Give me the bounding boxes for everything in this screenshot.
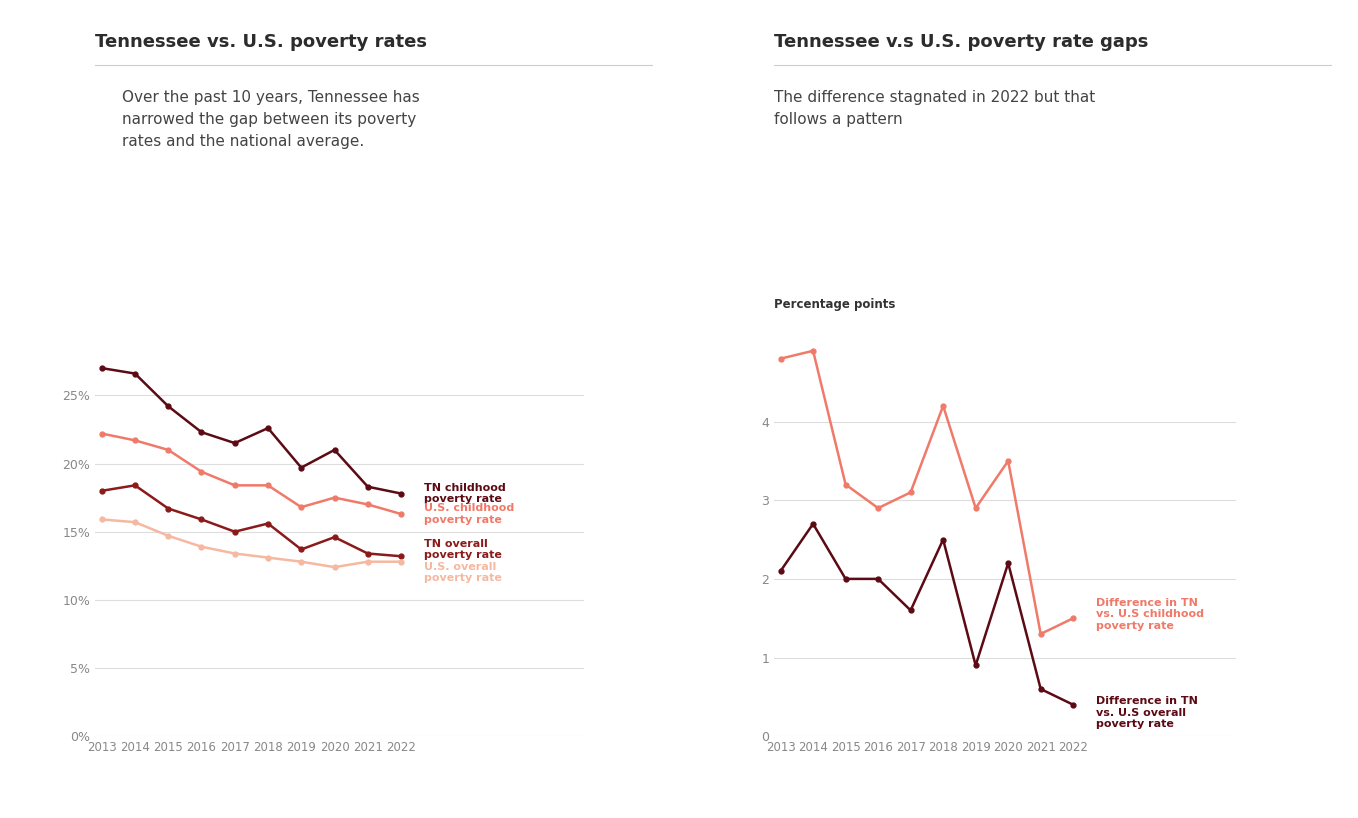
Text: Percentage points: Percentage points (774, 299, 895, 312)
Text: Tennessee v.s U.S. poverty rate gaps: Tennessee v.s U.S. poverty rate gaps (774, 33, 1149, 51)
Text: Difference in TN
vs. U.S childhood
poverty rate: Difference in TN vs. U.S childhood pover… (1096, 598, 1205, 631)
Text: U.S. childhood
poverty rate: U.S. childhood poverty rate (424, 503, 515, 525)
Text: TN overall
poverty rate: TN overall poverty rate (424, 538, 502, 560)
Text: Difference in TN
vs. U.S overall
poverty rate: Difference in TN vs. U.S overall poverty… (1096, 696, 1198, 729)
Text: U.S. overall
poverty rate: U.S. overall poverty rate (424, 562, 502, 583)
Text: Over the past 10 years, Tennessee has
narrowed the gap between its poverty
rates: Over the past 10 years, Tennessee has na… (122, 90, 420, 150)
Text: TN childhood
poverty rate: TN childhood poverty rate (424, 483, 507, 505)
Text: Tennessee vs. U.S. poverty rates: Tennessee vs. U.S. poverty rates (95, 33, 426, 51)
Text: The difference stagnated in 2022 but that
follows a pattern: The difference stagnated in 2022 but tha… (774, 90, 1096, 127)
